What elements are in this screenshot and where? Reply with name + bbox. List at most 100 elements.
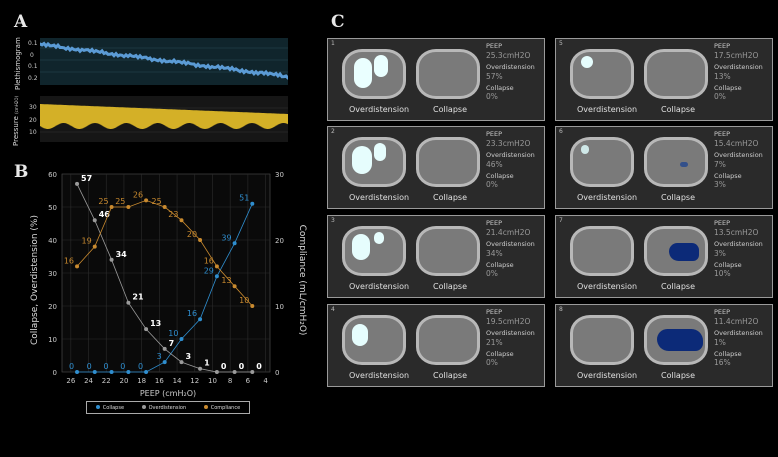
y2-tick-label: 10 xyxy=(275,303,284,311)
data-label-overdistension: 0 xyxy=(221,362,227,371)
data-label-compliance: 23 xyxy=(168,210,178,219)
panel-b-letter: B xyxy=(14,162,29,182)
legend-item-collapse: Collapse xyxy=(95,404,125,411)
data-label-compliance: 20 xyxy=(187,230,197,239)
pleth-tick: 0.1 xyxy=(28,63,38,70)
overdistension-label: Overdistension xyxy=(486,328,535,337)
collapse-label: Collapse xyxy=(486,83,514,92)
data-point-overdistension xyxy=(109,257,114,262)
collapse-label: Collapse xyxy=(714,171,742,180)
peep-label: PEEP xyxy=(714,308,731,316)
overdistension-lung-image xyxy=(342,315,406,365)
overdistension-caption: Overdistension xyxy=(349,371,410,380)
peep-value: 19.5cmH2O xyxy=(486,316,531,326)
peep-label: PEEP xyxy=(486,130,503,138)
overdistension-value: 3% xyxy=(714,248,726,258)
x-tick-label: 16 xyxy=(155,377,164,385)
data-point-compliance xyxy=(232,284,237,289)
cell-info: PEEP 15.4cmH2O Overdistension 7% Collapse 3% xyxy=(714,130,763,193)
overdistension-label: Overdistension xyxy=(486,239,535,248)
overdistension-caption: Overdistension xyxy=(577,282,638,291)
data-point-compliance xyxy=(144,198,149,203)
data-point-collapse xyxy=(109,370,114,374)
collapse-caption: Collapse xyxy=(661,193,695,202)
y-tick-label: 50 xyxy=(48,204,57,212)
cell-number: 3 xyxy=(331,217,335,224)
x-tick-label: 20 xyxy=(119,377,128,385)
eit-cell: 4 Overdistension Collapse PEEP 19.5cmH2O Over… xyxy=(327,304,545,387)
pressure-tick: 10 xyxy=(29,129,37,136)
peep-value: 17.5cmH2O xyxy=(714,50,759,60)
collapse-value: 0% xyxy=(486,92,498,102)
overdistension-label: Overdistension xyxy=(486,150,535,159)
data-point-compliance xyxy=(179,218,184,223)
pressure-tick: 30 xyxy=(29,104,37,111)
legend-overdistension-label: Overdistension xyxy=(148,404,187,411)
data-point-collapse xyxy=(162,360,167,365)
cell-info: PEEP 17.5cmH2O Overdistension 13% Collapse 0% xyxy=(714,42,763,105)
cell-info: PEEP 21.4cmH2O Overdistension 34% Collapse 0% xyxy=(486,219,535,282)
data-label-collapse: 0 xyxy=(103,362,108,371)
collapse-value: 0% xyxy=(486,358,498,368)
peep-label: PEEP xyxy=(486,42,503,50)
data-label-compliance: 25 xyxy=(151,197,161,206)
overdistension-value: 13% xyxy=(714,71,731,81)
data-label-overdistension: 21 xyxy=(132,293,144,302)
overdistension-lung-image xyxy=(342,137,406,187)
data-point-compliance xyxy=(109,205,114,209)
data-label-overdistension: 13 xyxy=(150,319,161,328)
y-tick-label: 10 xyxy=(48,336,57,344)
y-tick-label: 30 xyxy=(48,270,57,278)
panel-a-letter: A xyxy=(14,12,28,32)
collapse-label: Collapse xyxy=(486,349,514,358)
legend-collapse-label: Collapse xyxy=(102,404,125,411)
overdistension-label: Overdistension xyxy=(714,62,763,71)
legend-item-overdistension: Overdistension xyxy=(141,404,187,411)
data-point-collapse xyxy=(126,370,131,374)
collapse-label: Collapse xyxy=(714,83,742,92)
data-label-compliance: 16 xyxy=(204,256,214,265)
data-label-collapse: 3 xyxy=(157,352,162,361)
peep-label: PEEP xyxy=(486,308,503,316)
cell-number: 4 xyxy=(331,306,335,313)
data-label-overdistension: 0 xyxy=(256,362,262,371)
overdistension-label: Overdistension xyxy=(714,239,763,248)
x-tick-label: 8 xyxy=(228,377,232,385)
collapse-value: 16% xyxy=(714,358,731,368)
data-point-collapse xyxy=(214,274,219,279)
peep-value: 15.4cmH2O xyxy=(714,138,759,148)
overdistension-caption: Overdistension xyxy=(577,371,638,380)
eit-cell: 8 Overdistension Collapse PEEP 11.4cmH2O Over… xyxy=(555,304,773,387)
x-tick-label: 10 xyxy=(208,377,217,385)
collapse-value: 0% xyxy=(486,269,498,279)
data-label-overdistension: 46 xyxy=(99,210,111,219)
data-point-compliance xyxy=(92,244,97,249)
data-label-compliance: 16 xyxy=(64,256,74,265)
pressure-axis-label: Pressure (cmH2O) xyxy=(12,96,20,146)
collapse-caption: Collapse xyxy=(433,193,467,202)
y-tick-label: 40 xyxy=(48,237,57,245)
collapse-caption: Collapse xyxy=(661,105,695,114)
data-point-collapse xyxy=(92,370,97,374)
y-axis-label: Collapse, Overdistension (%) xyxy=(30,215,40,345)
x-tick-label: 6 xyxy=(246,377,251,385)
overdistension-caption: Overdistension xyxy=(577,105,638,114)
data-point-collapse xyxy=(179,337,184,341)
data-label-collapse: 0 xyxy=(120,362,125,371)
data-point-overdistension xyxy=(126,300,131,305)
cell-number: 1 xyxy=(331,40,335,47)
eit-cell: 6 Overdistension Collapse PEEP 15.4cmH2O Over… xyxy=(555,126,773,209)
x-tick-label: 22 xyxy=(102,377,111,385)
x-tick-label: 4 xyxy=(263,377,268,385)
eit-cell: 5 Overdistension Collapse PEEP 17.5cmH2O Over… xyxy=(555,38,773,121)
peep-value: 11.4cmH2O xyxy=(714,316,759,326)
eit-cell: 7 Overdistension Collapse PEEP 13.5cmH2O Over… xyxy=(555,215,773,298)
collapse-lung-image xyxy=(644,315,708,365)
data-label-overdistension: 0 xyxy=(239,362,245,371)
data-point-overdistension xyxy=(179,360,184,365)
collapse-label: Collapse xyxy=(486,260,514,269)
collapse-lung-image xyxy=(416,137,480,187)
data-point-overdistension xyxy=(250,370,255,374)
collapse-lung-image xyxy=(416,226,480,276)
